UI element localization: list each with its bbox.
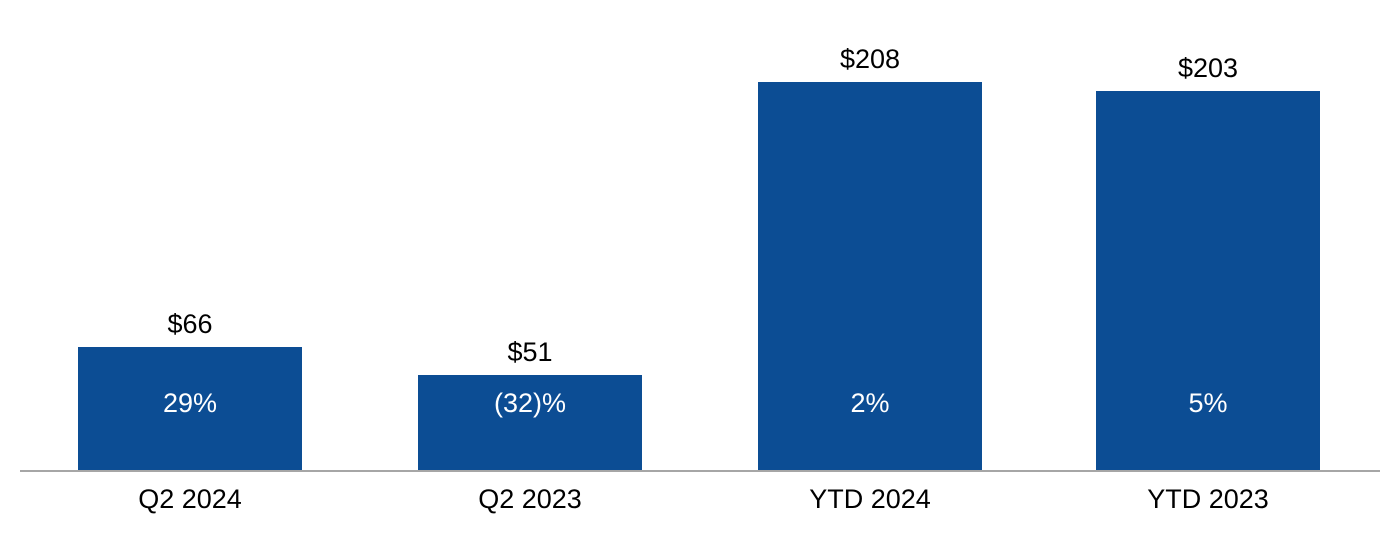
bar-value-label: $208 [839,44,901,74]
bar-group: $51 (32)% Q2 2023 [418,0,642,538]
bar-group: $208 2% YTD 2024 [758,0,982,538]
x-axis-line [20,470,1380,472]
bar-value-label: $203 [1177,53,1239,83]
bar-group: $203 5% YTD 2023 [1096,0,1320,538]
bar-percent-label: (32)% [493,388,567,418]
bar-value-label: $51 [507,337,553,367]
bar-percent-label: 2% [850,388,890,418]
x-axis-category-label: YTD 2024 [809,484,931,514]
bar-value-label: $66 [167,309,213,339]
bar-rect [1096,91,1320,470]
bar-rect [758,82,982,470]
x-axis-category-label: Q2 2023 [478,484,582,514]
bar-rect [418,375,642,470]
x-axis-category-label: YTD 2023 [1147,484,1269,514]
bar-group: $66 29% Q2 2024 [78,0,302,538]
bar-percent-label: 29% [162,388,218,418]
bar-percent-label: 5% [1188,388,1228,418]
x-axis-category-label: Q2 2024 [138,484,242,514]
bar-rect [78,347,302,470]
